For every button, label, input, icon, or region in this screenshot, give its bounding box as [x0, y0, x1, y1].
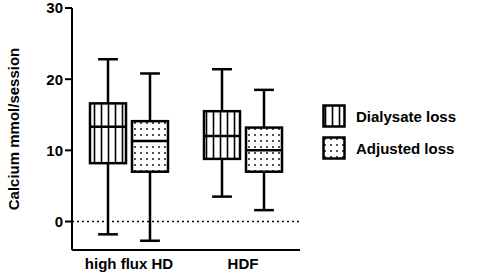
svg-text:10: 10 [46, 142, 63, 159]
svg-text:0: 0 [55, 213, 63, 230]
html-text:Dialysate loss: Dialysate loss [356, 107, 457, 125]
svg-text:high flux HD: high flux HD [85, 255, 173, 272]
html-text:Adjusted loss: Adjusted loss [356, 139, 455, 157]
svg-text:Calcium mmol/session: Calcium mmol/session [8, 48, 22, 211]
svg-text:30: 30 [46, 0, 63, 16]
svg-text:HDF: HDF [228, 255, 259, 272]
svg-text:20: 20 [46, 71, 63, 88]
